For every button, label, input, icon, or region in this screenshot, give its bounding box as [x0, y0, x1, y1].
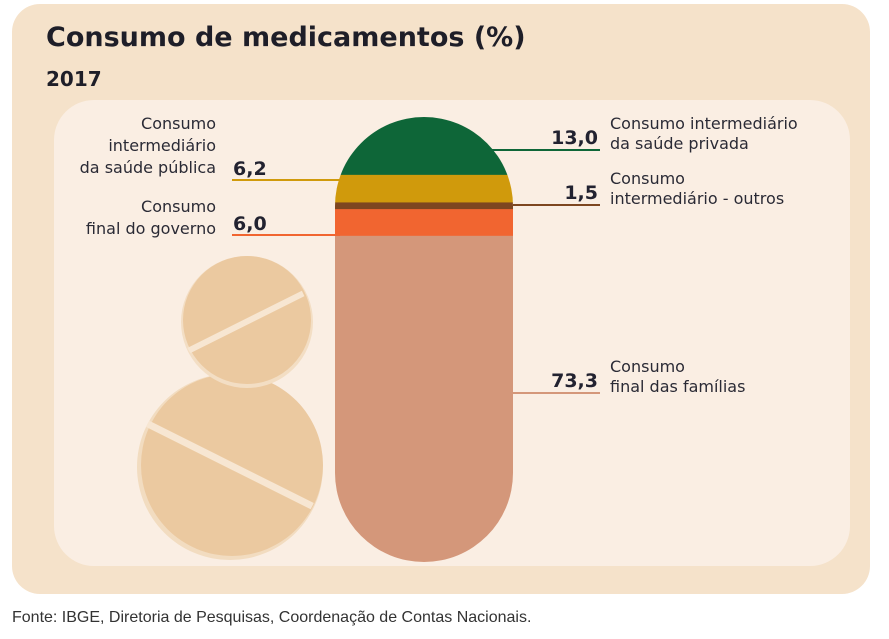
source-note: Fonte: IBGE, Diretoria de Pesquisas, Coo… [12, 609, 531, 626]
value-label: 1,5 [564, 182, 598, 204]
series-label: intermediário [108, 136, 216, 155]
series-label: Consumo [610, 169, 685, 188]
leader-lines [232, 149, 600, 394]
series-label: Consumo [610, 357, 685, 376]
series-label: Consumo [141, 197, 216, 216]
capsule-bar [335, 117, 513, 562]
chart-subtitle: 2017 [46, 67, 102, 91]
series-label: final do governo [86, 219, 216, 238]
bar-segment [335, 209, 513, 237]
series-label: intermediário - outros [610, 189, 784, 208]
value-label: 73,3 [551, 370, 598, 392]
bar-segment [335, 174, 513, 203]
pills-decoration [137, 256, 323, 560]
bar-segment [335, 202, 513, 210]
value-label: 13,0 [551, 127, 598, 149]
series-label: final das famílias [610, 377, 745, 396]
series-label: Consumo intermediário [610, 114, 798, 133]
series-label: da saúde privada [610, 134, 749, 153]
series-label: da saúde pública [80, 158, 216, 177]
value-label: 6,0 [233, 213, 267, 235]
value-label: 6,2 [233, 158, 267, 180]
pill-large-score [138, 416, 322, 514]
bar-segment [335, 235, 513, 562]
pill-small-score [181, 287, 309, 358]
series-label: Consumo [141, 114, 216, 133]
chart-title: Consumo de medicamentos (%) [46, 22, 526, 53]
